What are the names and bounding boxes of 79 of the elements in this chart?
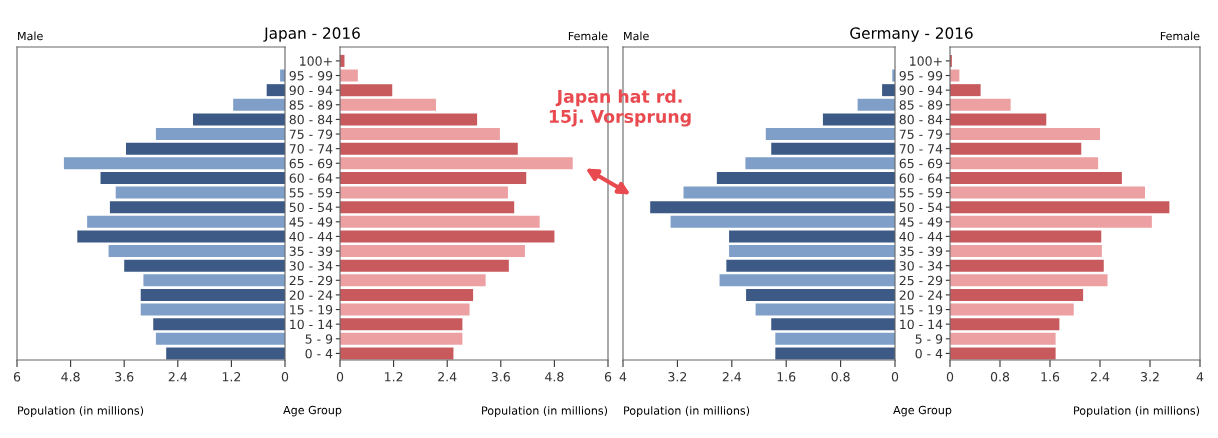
x-tick-label: 1.6 <box>777 372 796 382</box>
y-tick-label: 80 - 84 <box>899 114 943 125</box>
x-tick-label: 4 <box>1196 372 1204 382</box>
y-tick-label: 25 - 29 <box>289 275 333 286</box>
x-tick-label: 4 <box>619 372 627 382</box>
x-axis-title: Population (in millions) <box>624 406 750 417</box>
x-tick-label: 0.8 <box>990 372 1010 382</box>
y-tick-label: 5 - 9 <box>915 334 943 344</box>
y-tick-label: 90 - 94 <box>899 85 943 96</box>
y-tick-label: 65 - 69 <box>289 158 333 169</box>
x-tick-label: 3.2 <box>1141 372 1159 382</box>
x-tick-label: 0 <box>281 372 289 382</box>
x-tick-label: 1.6 <box>1041 372 1060 382</box>
x-tick-label: 3.6 <box>115 372 134 382</box>
x-tick-label: 2.4 <box>168 372 188 382</box>
x-axis-title: Population (in millions) <box>18 406 144 417</box>
x-tick-label: 0 <box>336 372 344 382</box>
y-tick-label: 50 - 54 <box>289 202 333 213</box>
y-tick-label: 60 - 64 <box>289 173 333 183</box>
y-tick-label: 20 - 24 <box>899 290 943 300</box>
y-tick-label: 90 - 94 <box>289 85 333 96</box>
y-tick-label: 0 - 4 <box>915 348 943 359</box>
x-tick-label: 0.8 <box>831 372 850 382</box>
y-tick-label: 95 - 99 <box>899 70 943 81</box>
y-tick-label: 75 - 79 <box>899 129 943 139</box>
text: Male <box>624 31 649 41</box>
x-tick-label: 3.6 <box>491 372 510 382</box>
y-tick-label: 80 - 84 <box>289 114 333 125</box>
y-tick-label: 15 - 19 <box>290 305 333 315</box>
y-tick-label: 55 - 59 <box>899 188 943 198</box>
y-tick-label: 85 - 89 <box>899 100 943 110</box>
y-tick-label: 35 - 39 <box>289 246 333 256</box>
y-tick-label: 60 - 64 <box>899 173 943 183</box>
x-tick-label: 0 <box>891 372 899 382</box>
y-axis-title: Age Group <box>283 405 342 417</box>
x-tick-label: 0 <box>946 372 954 382</box>
y-tick-label: 95 - 99 <box>289 70 333 81</box>
x-tick-label: 4.8 <box>61 372 80 382</box>
y-tick-label: 55 - 59 <box>289 188 333 198</box>
x-tick-label: 6 <box>13 372 21 382</box>
x-tick-label: 6 <box>604 372 612 382</box>
y-tick-label: 65 - 69 <box>899 158 943 169</box>
x-tick-label: 2.4 <box>438 372 457 382</box>
y-tick-label: 100+ <box>910 56 942 66</box>
y-tick-label: 45 - 49 <box>899 217 943 227</box>
y-tick-label: 30 - 34 <box>289 261 333 271</box>
text: Female <box>1160 31 1200 41</box>
y-tick-label: 85 - 89 <box>289 100 333 110</box>
y-tick-label: 45 - 49 <box>289 217 333 227</box>
annotation: Japan hat rd. 15j. Vorsprung <box>549 89 691 127</box>
x-tick-label: 3.2 <box>668 372 687 382</box>
y-tick-label: 10 - 14 <box>900 319 943 330</box>
x-tick-label: 2.4 <box>722 372 742 382</box>
y-tick-label: 40 - 44 <box>899 231 943 242</box>
y-tick-label: 10 - 14 <box>290 319 333 330</box>
y-tick-label: 30 - 34 <box>899 261 943 271</box>
text: Male <box>18 31 43 41</box>
y-tick-label: 75 - 79 <box>289 129 333 139</box>
y-tick-label: 25 - 29 <box>899 275 943 286</box>
y-tick-label: 15 - 19 <box>900 305 943 315</box>
y-tick-label: 70 - 74 <box>899 144 943 154</box>
text: Female <box>568 31 608 41</box>
x-tick-label: 4.8 <box>545 372 564 382</box>
y-tick-label: 100+ <box>300 56 332 66</box>
y-tick-label: 5 - 9 <box>305 334 333 344</box>
x-tick-label: 1.2 <box>385 372 403 382</box>
x-axis-title: Population (in millions) <box>482 406 608 417</box>
y-axis-title: Age Group <box>893 405 952 417</box>
y-tick-label: 50 - 54 <box>899 202 943 213</box>
y-tick-label: 0 - 4 <box>305 348 333 359</box>
x-tick-label: 1.2 <box>222 372 241 382</box>
chart-title: Japan - 2016 <box>263 27 360 42</box>
y-tick-label: 20 - 24 <box>289 290 333 300</box>
y-tick-label: 35 - 39 <box>899 246 943 256</box>
x-tick-label: 2.4 <box>1090 372 1110 382</box>
y-tick-label: 40 - 44 <box>289 231 333 242</box>
y-tick-label: 70 - 74 <box>289 144 333 154</box>
x-axis-title: Population (in millions) <box>1074 406 1200 417</box>
chart-title: Germany - 2016 <box>850 27 973 42</box>
